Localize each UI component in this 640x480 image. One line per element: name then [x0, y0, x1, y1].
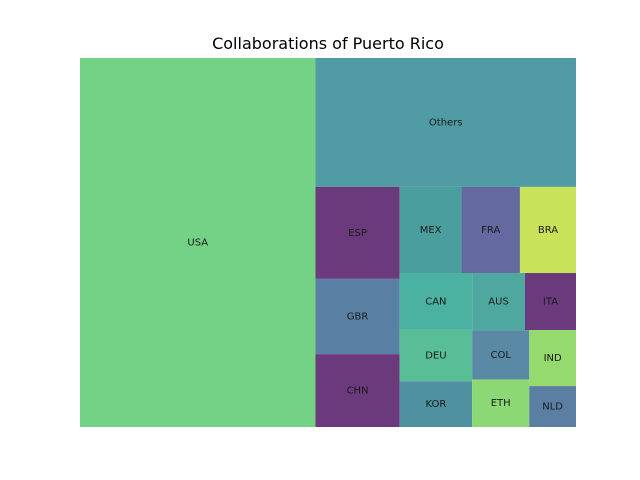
tile-label-chn: CHN [347, 386, 369, 397]
chart-title: Collaborations of Puerto Rico [212, 34, 444, 53]
tile-fra: FRA [461, 186, 520, 274]
tile-label-esp: ESP [348, 228, 367, 239]
tile-label-nld: NLD [542, 402, 563, 413]
tile-others: Others [315, 58, 576, 187]
tile-col: COL [472, 330, 530, 380]
tile-rect-deu [399, 329, 473, 382]
tile-rect-chn [315, 354, 400, 427]
tile-kor: KOR [399, 381, 473, 427]
tile-esp: ESP [315, 186, 400, 279]
tile-label-mex: MEX [420, 225, 442, 236]
tile-label-kor: KOR [425, 399, 446, 410]
tile-rect-can [399, 273, 473, 330]
tile-eth: ETH [472, 379, 530, 427]
tile-rect-usa [80, 58, 316, 427]
tile-rect-fra [461, 186, 520, 274]
tile-rect-kor [399, 381, 473, 427]
treemap-tiles: USA Others ESP GBR CHN MEX FRA BRA CAN DEU KOR AUS I… [80, 58, 576, 427]
tile-mex: MEX [399, 186, 462, 274]
tile-label-deu: DEU [425, 351, 446, 362]
tile-label-bra: BRA [538, 225, 558, 236]
tile-nld: NLD [529, 386, 576, 427]
tile-rect-ita [524, 273, 576, 331]
tile-label-others: Others [429, 117, 463, 128]
tile-label-gbr: GBR [347, 312, 369, 323]
tile-label-fra: FRA [481, 225, 500, 236]
tile-usa: USA [80, 58, 316, 427]
tile-rect-gbr [315, 278, 400, 355]
tile-ind: IND [529, 330, 576, 387]
tile-label-ind: IND [544, 353, 562, 364]
tile-label-can: CAN [425, 296, 446, 307]
tile-rect-mex [399, 186, 462, 274]
tile-rect-ind [529, 330, 576, 387]
tile-label-col: COL [490, 350, 511, 361]
tile-label-aus: AUS [488, 297, 509, 308]
tile-ita: ITA [524, 273, 576, 331]
tile-rect-nld [529, 386, 576, 427]
tile-rect-bra [519, 186, 576, 274]
tile-gbr: GBR [315, 278, 400, 355]
tile-label-ita: ITA [543, 297, 558, 308]
tile-label-usa: USA [187, 238, 208, 249]
tile-rect-others [315, 58, 576, 187]
tile-rect-esp [315, 186, 400, 279]
tile-rect-aus [472, 273, 525, 331]
tile-deu: DEU [399, 329, 473, 382]
tile-can: CAN [399, 273, 473, 330]
tile-label-eth: ETH [491, 398, 511, 409]
tile-chn: CHN [315, 354, 400, 427]
tile-rect-eth [472, 379, 530, 427]
tile-bra: BRA [519, 186, 576, 274]
tile-aus: AUS [472, 273, 525, 331]
tile-rect-col [472, 330, 530, 380]
